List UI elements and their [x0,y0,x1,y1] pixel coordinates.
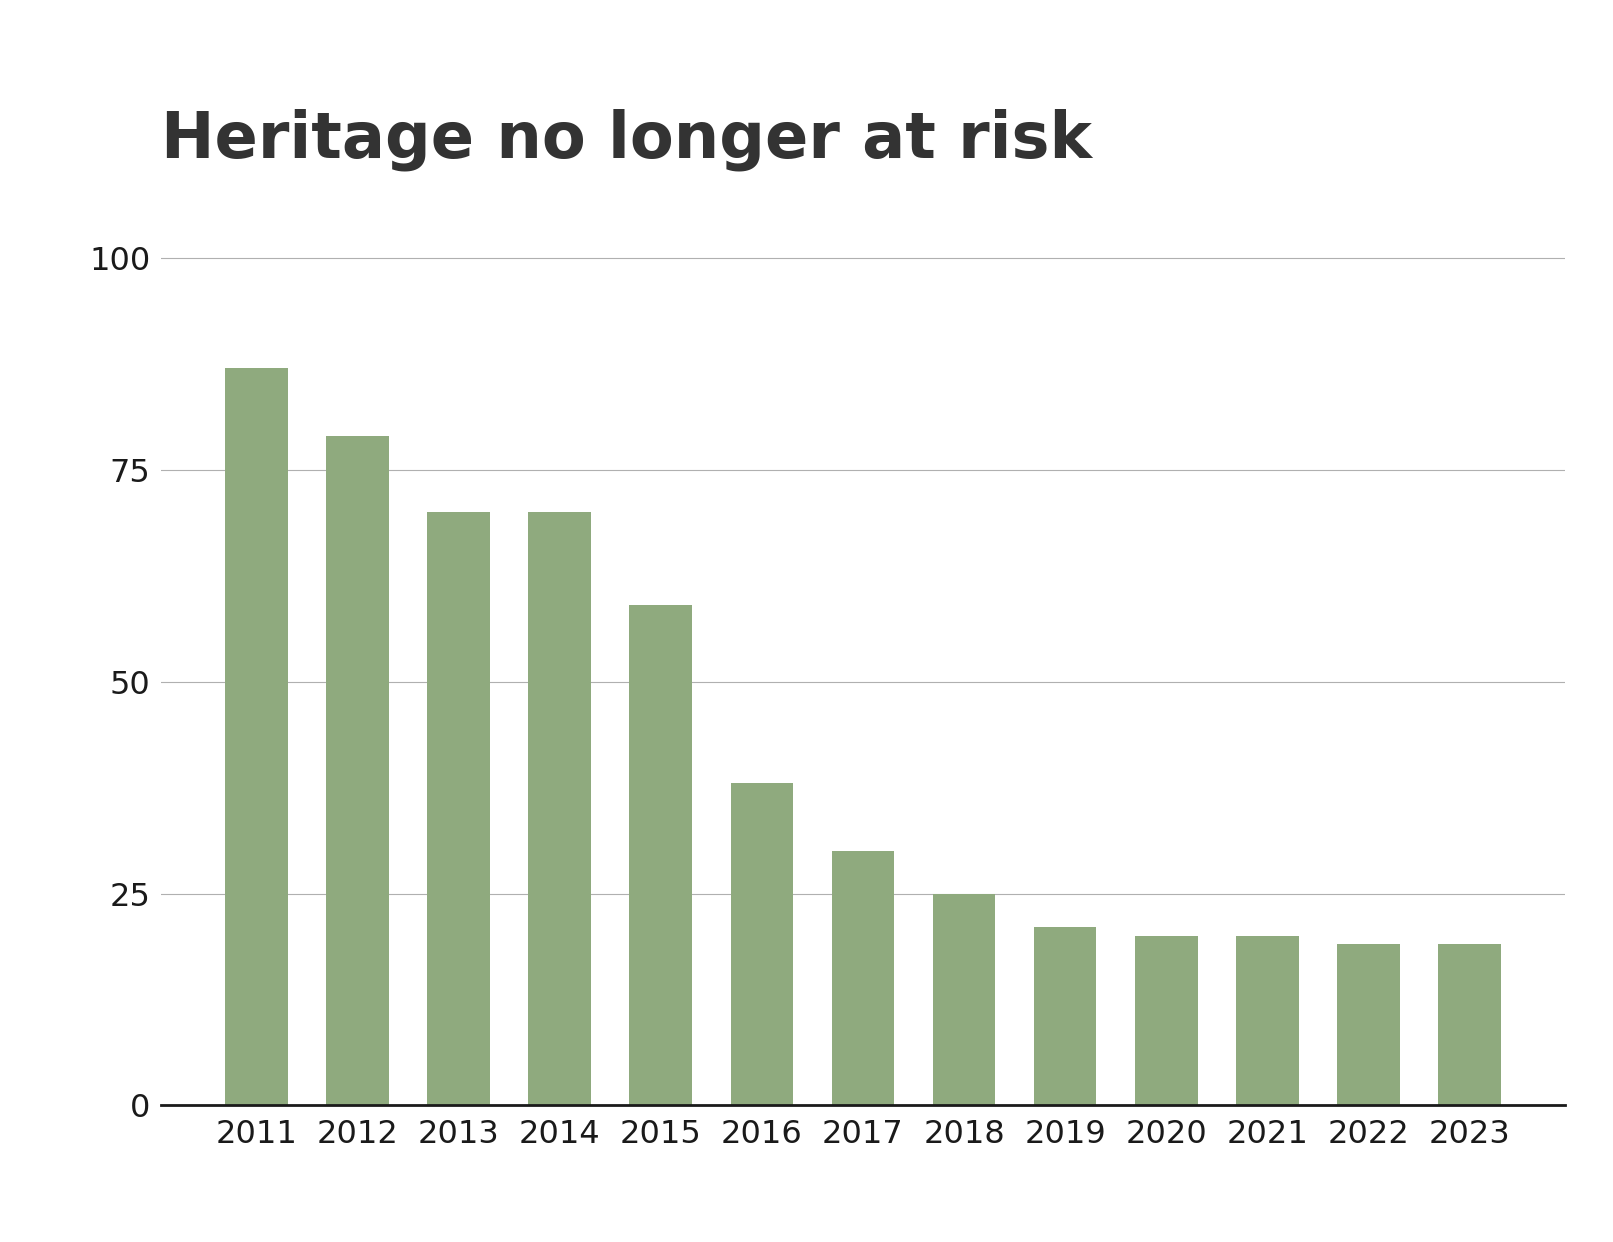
Text: Heritage no longer at risk: Heritage no longer at risk [161,108,1092,170]
Bar [629,605,692,1105]
Bar [932,893,995,1105]
Bar [529,512,590,1105]
Bar [226,368,287,1105]
Bar [731,784,794,1105]
Bar [1337,944,1400,1105]
Bar [1136,936,1197,1105]
Bar [1236,936,1298,1105]
Bar [832,851,894,1105]
Bar [1034,928,1097,1105]
Bar [1439,944,1500,1105]
Bar [326,436,389,1105]
Bar [427,512,490,1105]
